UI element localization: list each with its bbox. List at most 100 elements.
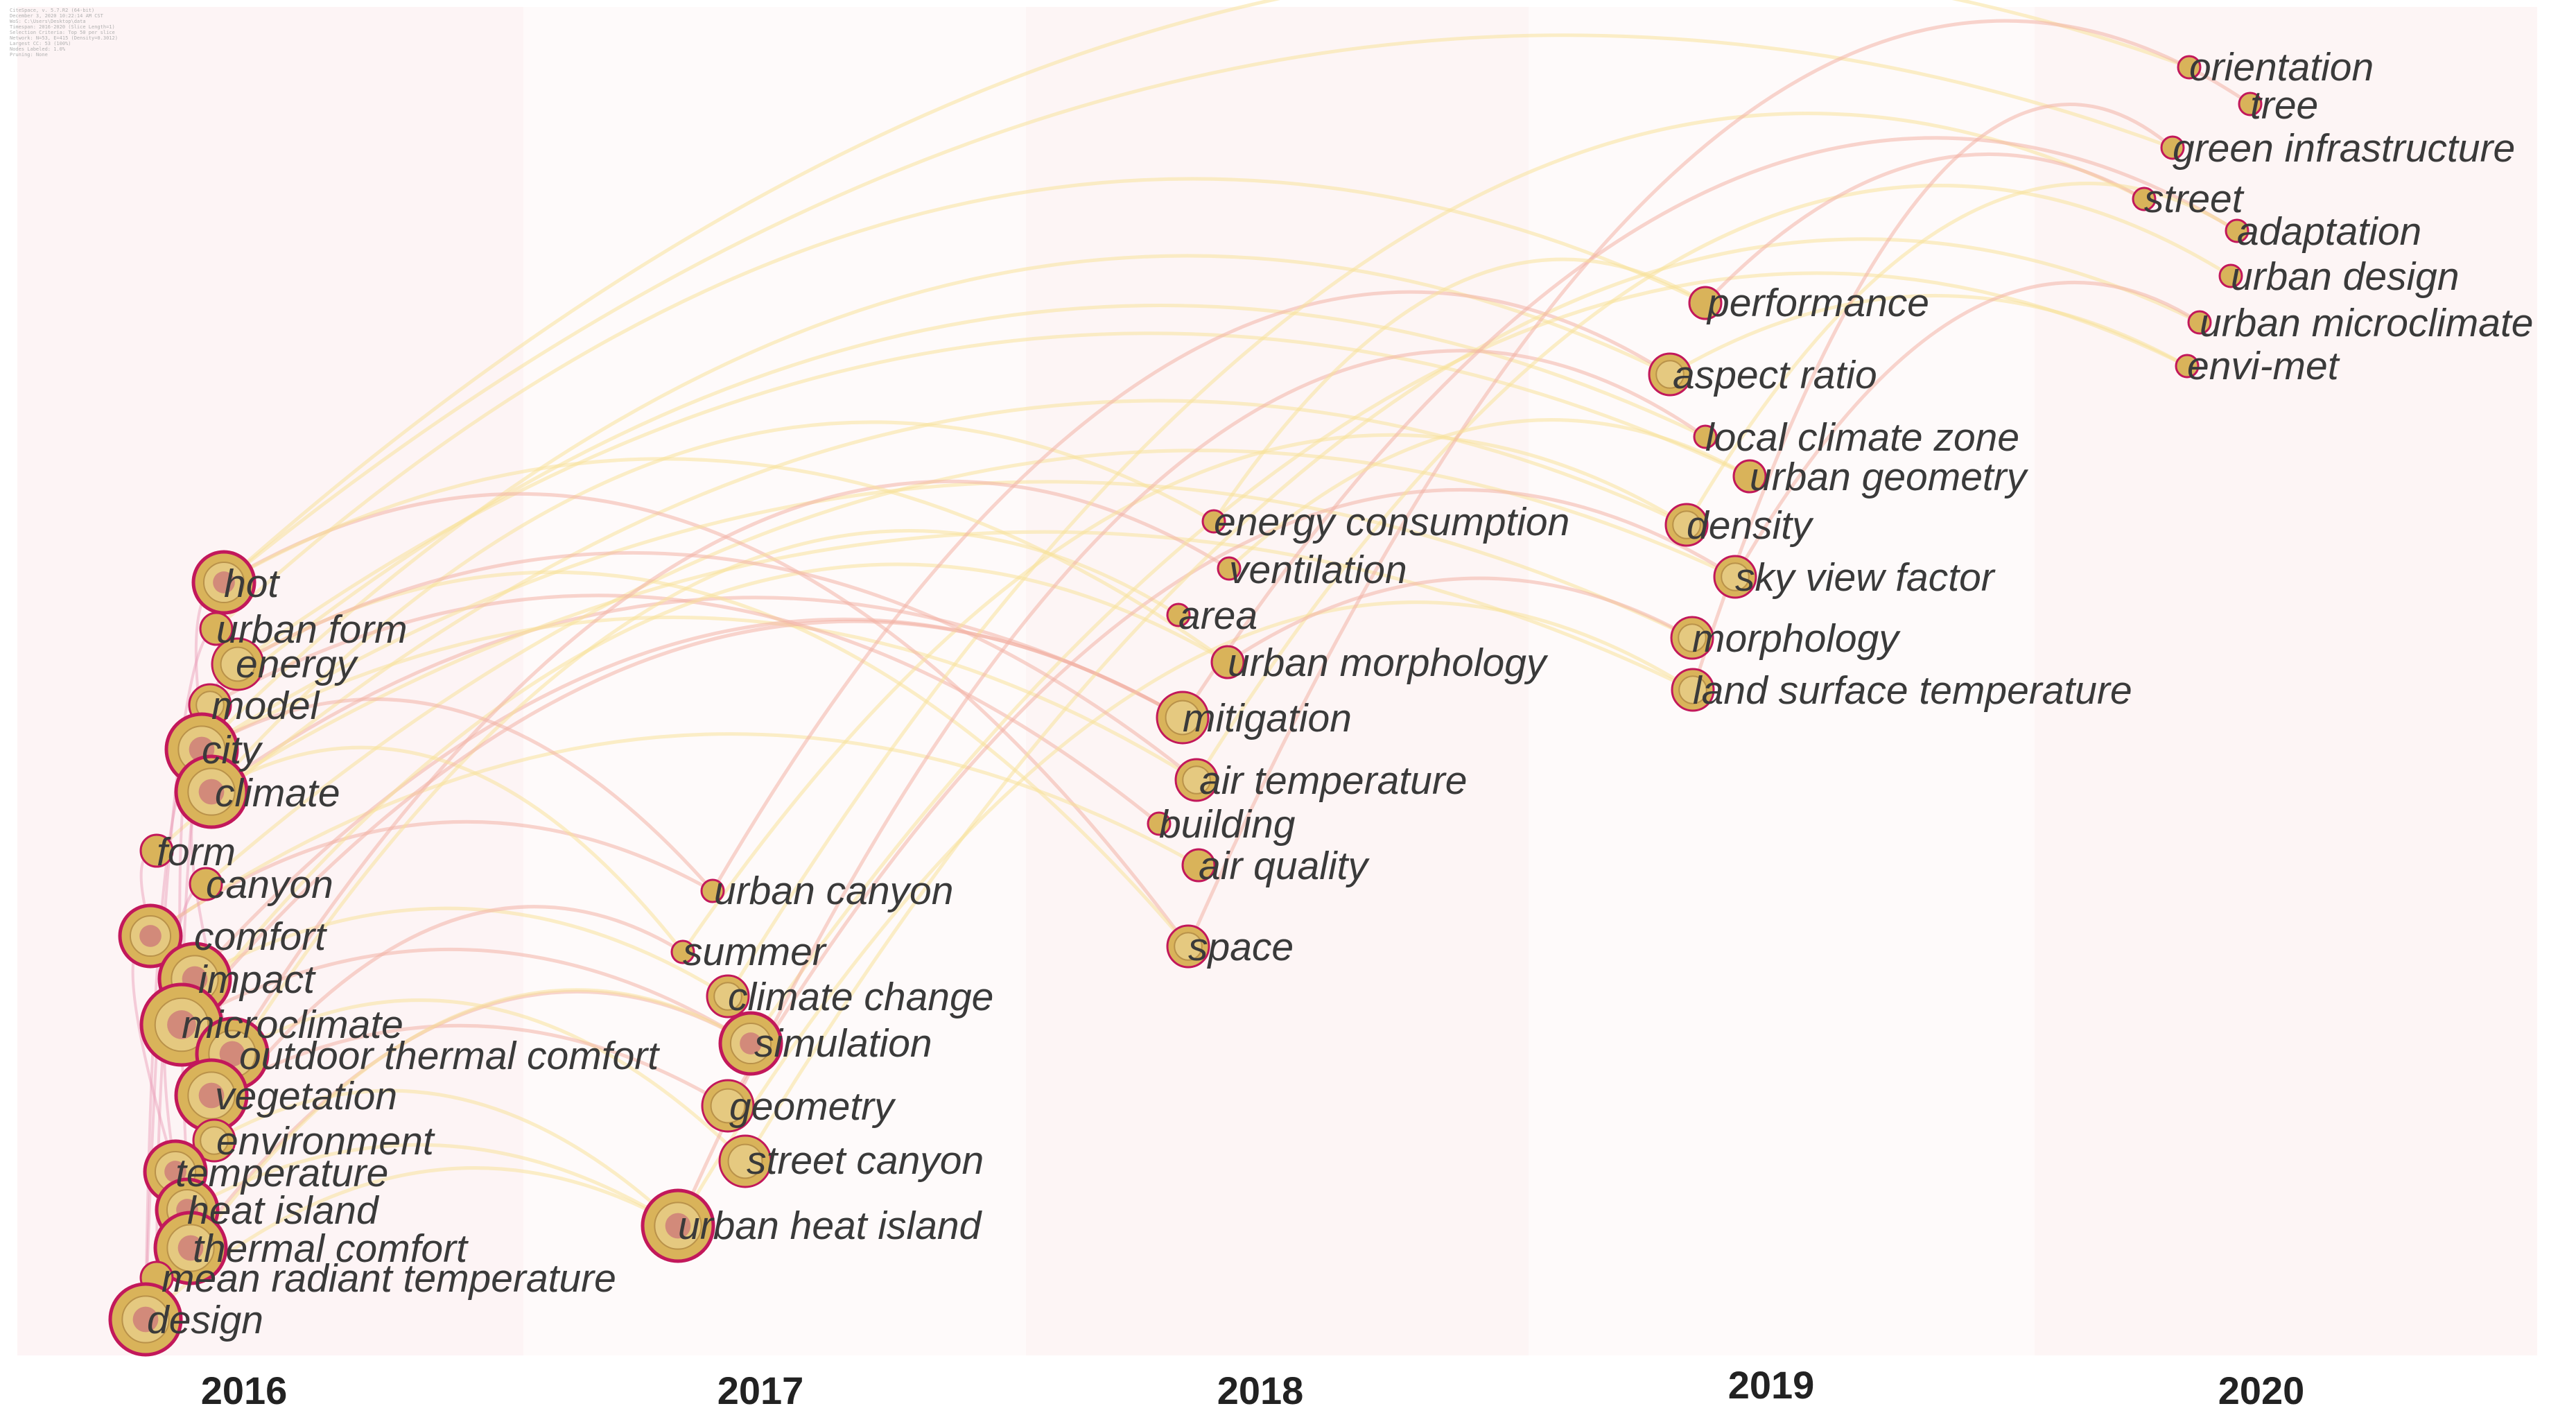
node-canyon[interactable]	[189, 867, 223, 901]
label-adaptation: adaptation	[2237, 209, 2421, 254]
link-heat-island-urban-heat-island	[186, 1143, 679, 1228]
label-microclimate: microclimate	[182, 1003, 403, 1047]
label-canyon: canyon	[206, 862, 333, 907]
label-summer: summer	[683, 930, 827, 974]
node-ventilation[interactable]	[1217, 556, 1242, 581]
header-meta-line: December 3, 2020 10:22:14 AM CST	[10, 13, 104, 19]
link-urban-heat-island-land-surface-temperature	[676, 600, 1694, 1227]
link-outdoor-thermal-comfort-street-canyon	[231, 998, 747, 1163]
label-density: density	[1687, 503, 1814, 548]
header-meta-line: CiteSpace, v. 5.7.R2 (64-bit)	[10, 8, 94, 13]
year-label-2017: 2017	[717, 1369, 804, 1412]
node-form[interactable]	[139, 833, 174, 868]
node-outdoor-thermal-comfort[interactable]	[195, 1016, 270, 1091]
label-climate-change: climate change	[728, 975, 993, 1019]
node-simulation[interactable]	[718, 1011, 783, 1076]
node-urban-canyon[interactable]	[700, 878, 725, 903]
header-meta-line: Selection Criteria: Top 50 per slice	[10, 30, 115, 35]
node-building[interactable]	[1147, 811, 1172, 836]
node-street-canyon[interactable]	[718, 1134, 772, 1188]
year-axis: 2016 2017 2018 2019 2020	[201, 1363, 2305, 1412]
link-energy-consumption-performance	[1212, 257, 1707, 523]
node-mitigation[interactable]	[1156, 691, 1210, 745]
link-climate-change-street	[726, 112, 2146, 998]
node-summer[interactable]	[670, 939, 695, 964]
header-meta-line: Timespan: 2016-2020 (Slice Length=1)	[10, 24, 115, 30]
node-envi-met[interactable]	[2175, 354, 2200, 379]
label-form: form	[157, 830, 236, 874]
node-adaptation[interactable]	[2225, 218, 2249, 243]
node-street[interactable]	[2132, 187, 2157, 211]
keyword-nodes	[108, 55, 2263, 1357]
link-urban-heat-island-local-climate-zone	[676, 349, 1707, 1227]
label-land-surface-temperature: land surface temperature	[1693, 668, 2132, 713]
node-urban-geometry[interactable]	[1732, 459, 1767, 494]
band-2020	[2035, 7, 2537, 1355]
label-geometry: geometry	[729, 1084, 896, 1129]
node-urban-heat-island[interactable]	[641, 1188, 715, 1263]
label-urban-form: urban form	[216, 607, 408, 652]
node-climate-change[interactable]	[706, 974, 750, 1018]
link-climate-land-surface-temperature	[210, 530, 1694, 794]
link-city-urban-canyon	[200, 697, 714, 892]
node-microclimate[interactable]	[139, 982, 224, 1067]
link-environment-urban-heat-island	[213, 1089, 679, 1227]
node-design[interactable]	[108, 1282, 183, 1357]
link-energy-air-temperature	[236, 550, 1198, 781]
label-urban-canyon: urban canyon	[714, 869, 953, 913]
header-meta-line: Network: N=53, E=415 (Density=0.3012)	[10, 35, 118, 41]
node-energy[interactable]	[211, 637, 265, 691]
label-street: street	[2144, 177, 2245, 221]
node-area[interactable]	[1166, 602, 1191, 627]
node-land-surface-temperature[interactable]	[1671, 668, 1715, 712]
header-metadata: CiteSpace, v. 5.7.R2 (64-bit)December 3,…	[10, 8, 118, 58]
label-aspect-ratio: aspect ratio	[1673, 353, 1877, 397]
node-local-climate-zone[interactable]	[1693, 424, 1718, 449]
node-thermal-comfort[interactable]	[153, 1211, 228, 1285]
link-air-temperature-urban-design	[1194, 184, 2232, 781]
node-geometry[interactable]	[701, 1079, 755, 1133]
link-sky-view-factor-urban-microclimate	[1733, 281, 2201, 578]
link-hot-green-infrastructure	[223, 33, 2173, 584]
node-aspect-ratio[interactable]	[1648, 352, 1692, 397]
header-meta-line: Nodes Labeled: 1.0%	[10, 46, 66, 52]
label-hot: hot	[224, 562, 280, 606]
label-outdoor-thermal-comfort: outdoor thermal comfort	[239, 1034, 660, 1078]
node-environment[interactable]	[192, 1118, 236, 1163]
node-urban-morphology[interactable]	[1210, 645, 1245, 679]
link-urban-canyon-aspect-ratio	[711, 290, 1671, 892]
header-meta-line: WoS: C:\Users\Desktop\data	[10, 19, 86, 24]
label-morphology: morphology	[1692, 616, 1901, 661]
label-performance: performance	[1706, 281, 1929, 325]
label-environment: environment	[216, 1119, 435, 1163]
node-climate[interactable]	[174, 754, 249, 829]
node-sky-view-factor[interactable]	[1713, 555, 1757, 599]
node-morphology[interactable]	[1670, 616, 1714, 660]
node-tree[interactable]	[2238, 92, 2263, 116]
node-urban-microclimate[interactable]	[2187, 310, 2212, 335]
node-green-infrastructure[interactable]	[2160, 135, 2185, 160]
node-energy-consumption[interactable]	[1201, 509, 1226, 534]
label-local-climate-zone: local climate zone	[1705, 415, 2019, 460]
node-vegetation[interactable]	[174, 1058, 249, 1133]
node-air-quality[interactable]	[1181, 848, 1216, 883]
link-impact-climate-change	[193, 906, 729, 998]
label-heat-island: heat island	[187, 1188, 380, 1233]
node-comfort[interactable]	[118, 903, 183, 969]
node-urban-form[interactable]	[199, 612, 234, 646]
node-orientation[interactable]	[2177, 55, 2202, 80]
link-vegetation-geometry	[210, 1023, 729, 1108]
label-impact: impact	[198, 957, 316, 1002]
link-climate-summer	[210, 745, 684, 953]
node-density[interactable]	[1664, 503, 1709, 547]
node-space[interactable]	[1166, 924, 1210, 969]
node-performance[interactable]	[1688, 286, 1723, 320]
label-energy: energy	[236, 642, 359, 686]
link-hot-space	[223, 492, 1190, 948]
node-urban-design[interactable]	[2218, 263, 2243, 288]
label-street-canyon: street canyon	[747, 1138, 984, 1183]
node-hot[interactable]	[191, 550, 256, 615]
node-air-temperature[interactable]	[1174, 758, 1219, 802]
link-urban-form-performance	[215, 177, 1707, 630]
link-microclimate-urban-morphology	[180, 562, 1229, 1026]
